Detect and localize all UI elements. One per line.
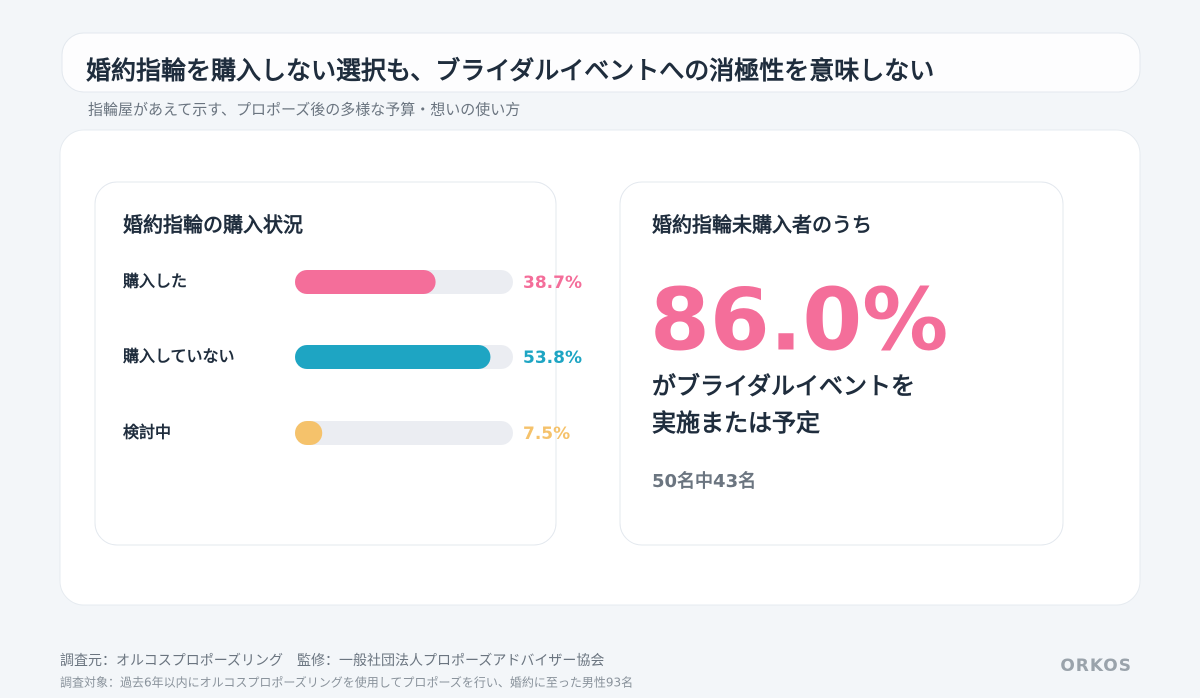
value-label: 7.5%: [523, 424, 570, 444]
category-label: 購入していない: [122, 347, 235, 366]
brand: ORKOS: [1060, 656, 1132, 676]
category-label: 購入した: [122, 272, 187, 291]
value-label: 53.8%: [523, 348, 582, 368]
footer-target: 調査対象：過去6年以内にオルコスプロポーズリングを使用してプロポーズを行い、婚約…: [60, 675, 633, 690]
bar: [295, 270, 436, 294]
value-label: 38.7%: [523, 273, 582, 293]
stat-title: 婚約指輪未購入者のうち: [652, 213, 872, 237]
bar: [295, 345, 491, 369]
subtitle: 指輪屋があえて示す、プロポーズ後の多様な予算・想いの使い方: [88, 101, 520, 119]
bar: [295, 421, 323, 445]
stat-value: 86.0%: [650, 270, 948, 370]
stat-note: 50名中43名: [652, 470, 756, 492]
bar-track: [295, 421, 513, 445]
title: 婚約指輪を購入しない選択も、ブライダルイベントへの消極性を意味しない: [86, 56, 934, 85]
title-box: [61, 32, 1141, 93]
stat-panel: [619, 181, 1064, 546]
category-label: 検討中: [123, 423, 171, 442]
stat-line: がブライダルイベントを: [652, 372, 915, 400]
chart-title: 婚約指輪の購入状況: [123, 213, 303, 237]
footer-source: 調査元：オルコスプロポーズリング 監修：一般社団法人プロポーズアドバイザー協会: [60, 652, 604, 669]
stat-line: 実施または予定: [652, 409, 820, 437]
bar-chart: 購入した 38.7% 購入していない 53.8% 検討中 7.5%: [122, 270, 582, 445]
